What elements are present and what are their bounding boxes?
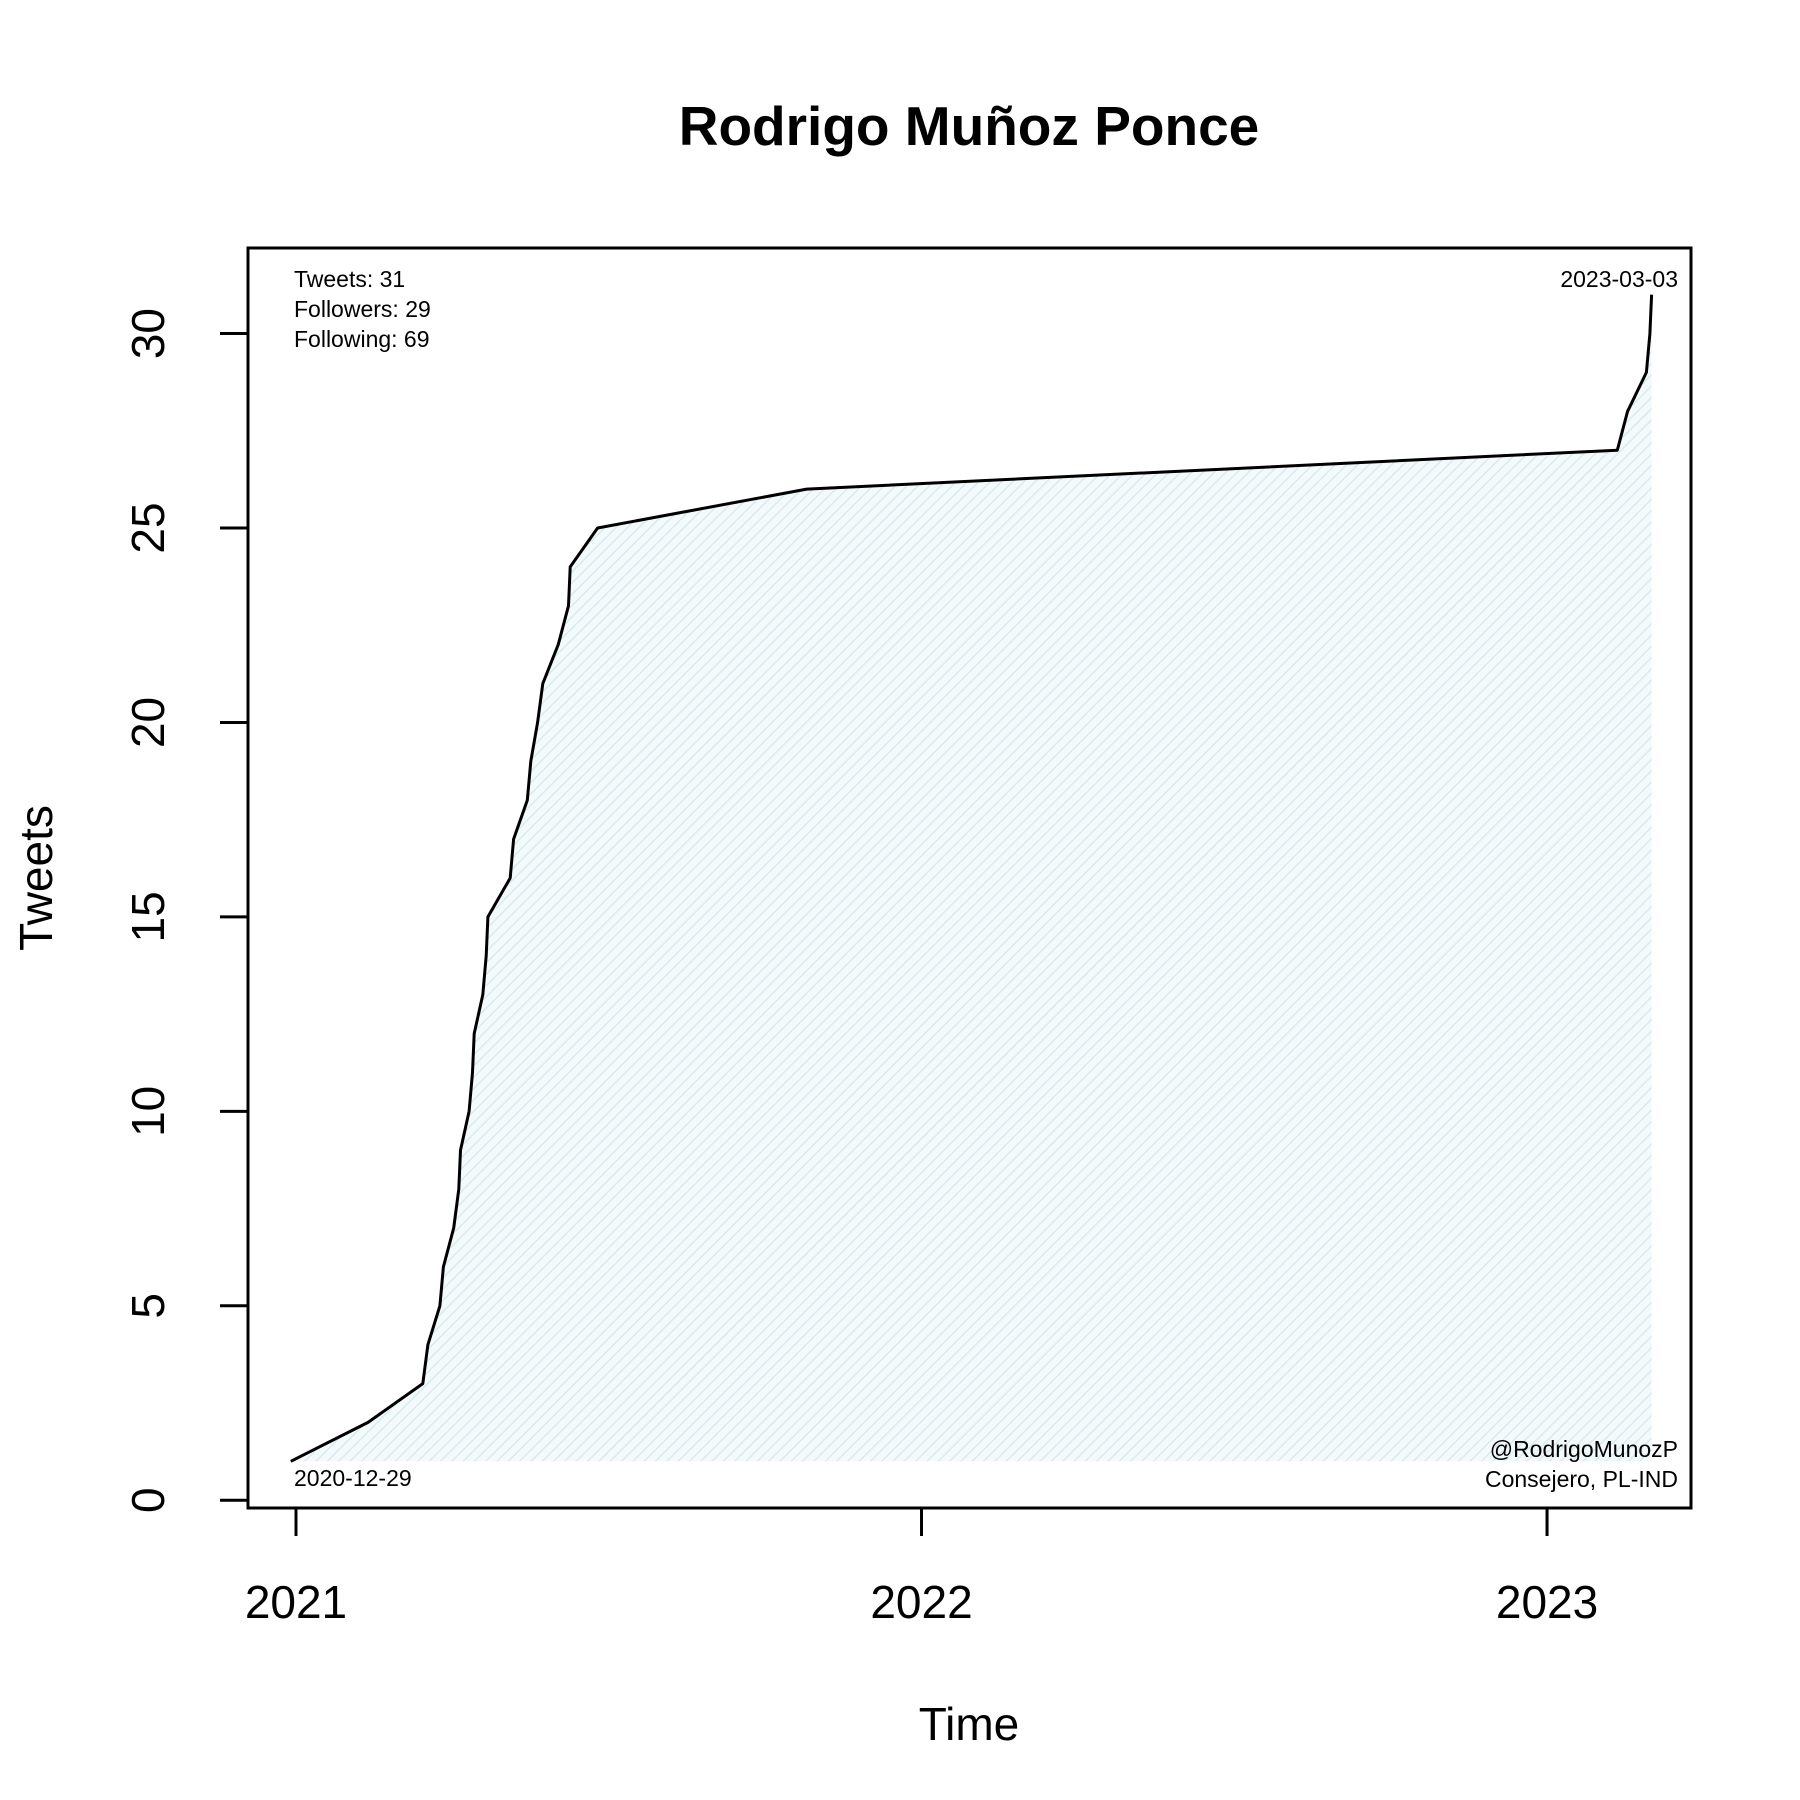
area-fill-shape [290,294,1652,1462]
account-handle: @RodrigoMunozP [1490,1436,1678,1462]
y-axis-title: Tweets [10,805,62,951]
account-role: Consejero, PL-IND [1485,1466,1678,1492]
y-axis: 0 5 10 15 20 25 30 [122,308,250,1513]
x-tick-label: 2021 [245,1576,347,1628]
y-tick-label: 10 [122,1086,174,1137]
y-tick-label: 5 [122,1293,174,1319]
y-tick-label: 0 [122,1487,174,1513]
start-date-label: 2020-12-29 [294,1465,412,1491]
x-axis: 2021 2022 2023 [245,1506,1598,1628]
series-line-group [290,294,1654,1463]
y-tick-label: 15 [122,891,174,942]
series-line [290,294,1654,1463]
stat-followers: Followers: 29 [294,296,431,322]
end-date-label: 2023-03-03 [1560,266,1678,292]
x-tick-label: 2023 [1496,1576,1598,1628]
chart-title: Rodrigo Muñoz Ponce [679,95,1260,157]
y-tick-label: 25 [122,502,174,553]
y-tick-label: 30 [122,308,174,359]
area-fill [290,294,1652,1462]
y-tick-label: 20 [122,697,174,748]
stat-following: Following: 69 [294,326,430,352]
stat-tweets: Tweets: 31 [294,266,405,292]
x-tick-label: 2022 [870,1576,972,1628]
x-axis-title: Time [919,1698,1020,1750]
